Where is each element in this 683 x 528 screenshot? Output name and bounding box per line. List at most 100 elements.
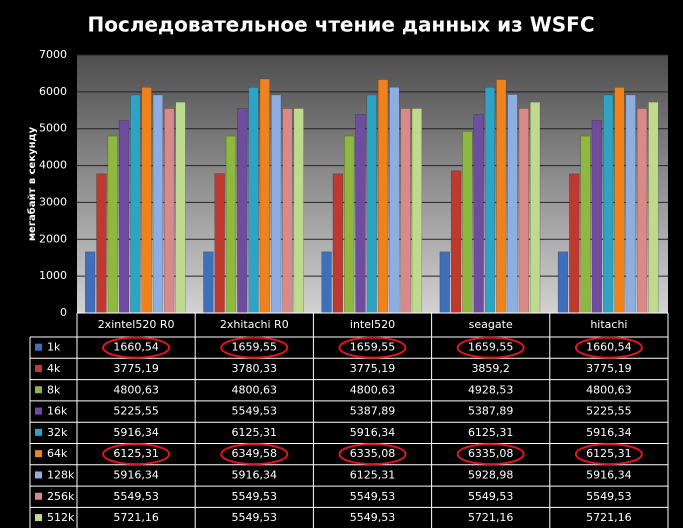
bar bbox=[625, 94, 636, 314]
table-cell: 6125,31 bbox=[232, 426, 278, 439]
y-tick-label: 0 bbox=[60, 306, 67, 319]
bar bbox=[214, 173, 225, 314]
bar bbox=[293, 108, 304, 314]
legend-label: 8k bbox=[47, 383, 61, 396]
table-cell: 5549,53 bbox=[350, 490, 396, 503]
bar bbox=[591, 120, 603, 314]
legend-swatch bbox=[35, 492, 42, 500]
table-cell: 3775,19 bbox=[113, 362, 159, 375]
table-cell: 1659,55 bbox=[350, 341, 396, 354]
legend-label: 128k bbox=[47, 468, 75, 481]
legend-swatch bbox=[35, 407, 42, 415]
highlight-ellipse bbox=[574, 443, 643, 466]
bar bbox=[518, 108, 529, 314]
highlight-ellipse bbox=[338, 443, 407, 466]
legend-label: 1k bbox=[47, 341, 61, 354]
y-tick-label: 2000 bbox=[39, 232, 67, 245]
table-cell: 6335,08 bbox=[350, 447, 396, 460]
bar bbox=[203, 251, 214, 314]
table-cell: 1660,54 bbox=[113, 341, 159, 354]
table-cell: 6125,31 bbox=[350, 468, 396, 481]
bar bbox=[248, 86, 259, 314]
bar bbox=[507, 94, 518, 314]
bar bbox=[321, 251, 332, 314]
table-cell: 6335,08 bbox=[468, 447, 514, 460]
table-cell: 5549,53 bbox=[232, 405, 278, 418]
table-cell: 6125,31 bbox=[468, 426, 514, 439]
legend-label: 4k bbox=[47, 362, 61, 375]
bar bbox=[484, 86, 496, 314]
bar bbox=[636, 108, 648, 314]
table-cell: 5916,34 bbox=[113, 468, 159, 481]
legend-label: 16k bbox=[47, 405, 68, 418]
table-cell: 5549,53 bbox=[113, 490, 159, 503]
table-cell: 5225,55 bbox=[113, 405, 159, 418]
table-cell: 1660,54 bbox=[586, 341, 632, 354]
table-cell: 1659,55 bbox=[468, 341, 514, 354]
bar bbox=[462, 131, 473, 314]
y-tick-label: 6000 bbox=[39, 85, 67, 98]
table-cell: 3775,19 bbox=[586, 362, 632, 375]
bar bbox=[141, 86, 152, 314]
table-cell: 5721,16 bbox=[586, 511, 632, 524]
legend-swatch bbox=[35, 471, 42, 479]
legend-swatch bbox=[35, 428, 42, 436]
bar bbox=[85, 251, 96, 314]
legend-swatch bbox=[35, 514, 42, 522]
bar bbox=[366, 94, 377, 314]
bar bbox=[400, 108, 411, 314]
table-cell: 5549,53 bbox=[232, 511, 278, 524]
legend-swatch bbox=[35, 364, 42, 372]
y-tick-label: 5000 bbox=[39, 122, 67, 135]
bar bbox=[473, 114, 484, 314]
table-cell: 5928,98 bbox=[468, 468, 514, 481]
legend-label: 512k bbox=[47, 511, 75, 524]
table-cell: 5916,34 bbox=[113, 426, 159, 439]
highlight-ellipse bbox=[574, 336, 643, 359]
legend-swatch bbox=[35, 343, 42, 351]
bar bbox=[175, 101, 186, 314]
highlight-ellipse bbox=[220, 443, 289, 466]
bar bbox=[282, 108, 293, 314]
table-cell: 5549,53 bbox=[350, 511, 396, 524]
y-tick-label: 1000 bbox=[39, 269, 67, 282]
highlight-ellipse bbox=[456, 443, 525, 466]
bar bbox=[355, 114, 366, 314]
highlight-ellipse bbox=[338, 336, 407, 359]
table-cell: 6125,31 bbox=[113, 447, 159, 460]
table-cell: 5225,55 bbox=[586, 405, 632, 418]
legend-label: 64k bbox=[47, 447, 68, 460]
bar bbox=[450, 170, 462, 314]
table-cell: 4800,63 bbox=[232, 383, 278, 396]
table-cell: 5549,53 bbox=[586, 490, 632, 503]
chart-title: Последовательное чтение данных из WSFC bbox=[87, 13, 594, 37]
bar bbox=[603, 94, 614, 314]
highlight-ellipse bbox=[456, 336, 525, 359]
table-cell: 4800,63 bbox=[113, 383, 159, 396]
table-cell: 5916,34 bbox=[232, 468, 278, 481]
bar bbox=[259, 78, 270, 314]
table-cell: 5916,34 bbox=[586, 468, 632, 481]
bar bbox=[580, 135, 591, 314]
x-tick-label: intel520 bbox=[350, 318, 395, 331]
y-tick-label: 3000 bbox=[39, 195, 67, 208]
bar bbox=[411, 108, 423, 314]
table-cell: 3859,2 bbox=[471, 362, 510, 375]
table-cell: 4800,63 bbox=[350, 383, 396, 396]
table-cell: 5549,53 bbox=[468, 490, 514, 503]
table-cell: 1659,55 bbox=[232, 341, 278, 354]
table-cell: 6125,31 bbox=[586, 447, 632, 460]
highlight-ellipse bbox=[102, 336, 171, 359]
bar bbox=[225, 135, 237, 314]
bar bbox=[529, 101, 541, 314]
table-cell: 4928,53 bbox=[468, 383, 514, 396]
legend-swatch bbox=[35, 386, 42, 394]
bar bbox=[96, 173, 107, 314]
table-cell: 4800,63 bbox=[586, 383, 632, 396]
table-cell: 5549,53 bbox=[232, 490, 278, 503]
y-tick-label: 4000 bbox=[39, 159, 67, 172]
y-tick-label: 7000 bbox=[39, 48, 67, 61]
bar bbox=[614, 86, 625, 314]
bar bbox=[496, 79, 507, 314]
